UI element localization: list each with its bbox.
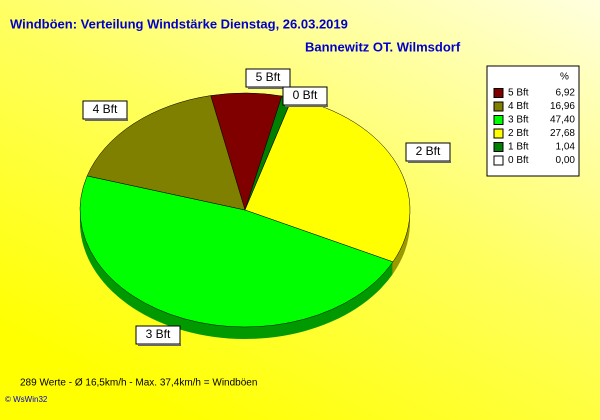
legend-swatch (493, 101, 504, 112)
footnote: 289 Werte - Ø 16,5km/h - Max. 37,4km/h =… (20, 378, 257, 389)
legend-label: 5 Bft (508, 88, 529, 99)
legend-header: % (560, 72, 569, 83)
legend-value: 16,96 (550, 101, 575, 112)
slice (86, 95, 246, 211)
legend-swatch (493, 142, 504, 152)
callout-label: 4 Bft (93, 102, 118, 116)
callout-label: 0 Bft (293, 88, 318, 102)
slice (244, 97, 411, 263)
legend-value: 0,00 (556, 155, 576, 166)
legend-swatch (493, 128, 504, 139)
legend-swatch (493, 88, 504, 98)
legend-value: 27,68 (550, 128, 575, 139)
legend-label: 0 Bft (508, 155, 529, 166)
legend-label: 2 Bft (508, 128, 529, 139)
legend-label: 3 Bft (508, 115, 529, 126)
callout-label: 5 Bft (256, 70, 281, 84)
legend-label: 4 Bft (508, 101, 529, 112)
pie-top (79, 92, 411, 328)
legend-label: 1 Bft (508, 142, 529, 153)
legend-value: 1,04 (556, 142, 576, 153)
slice (79, 175, 394, 328)
callout-label: 2 Bft (416, 144, 441, 158)
chart-subtitle: Bannewitz OT. Wilmsdorf (305, 39, 461, 54)
legend-swatch (493, 115, 504, 125)
legend-value: 47,40 (550, 115, 575, 126)
legend-value: 6,92 (556, 88, 576, 99)
credit: © WsWin32 (5, 395, 48, 404)
chart-title: Windböen: Verteilung Windstärke Dienstag… (10, 16, 348, 31)
callout-label: 3 Bft (146, 327, 171, 341)
legend-swatch (493, 155, 504, 166)
